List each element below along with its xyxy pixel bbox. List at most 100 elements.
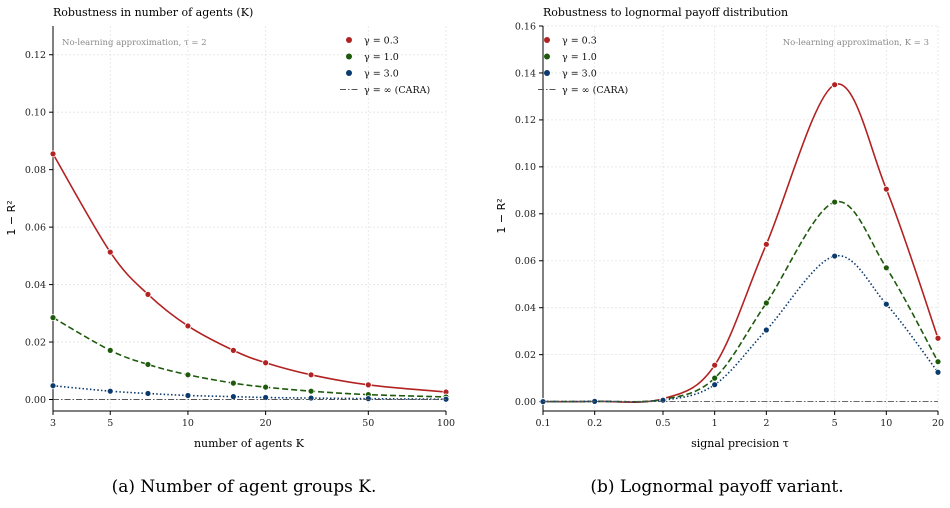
- data-point: [307, 387, 315, 395]
- data-point: [49, 314, 57, 322]
- data-point: [184, 322, 192, 330]
- legend-label: γ = ∞ (CARA): [364, 85, 430, 96]
- data-point: [262, 383, 270, 391]
- x-tick-label: 5: [832, 418, 838, 429]
- data-point: [882, 264, 890, 272]
- y-tick-label: 0.10: [25, 107, 46, 118]
- data-point: [711, 374, 719, 382]
- series-line: [52, 384, 447, 401]
- data-point: [144, 361, 152, 368]
- data-point: [882, 185, 890, 193]
- data-point: [831, 198, 839, 206]
- data-point: [934, 368, 942, 376]
- y-tick-label: 0.08: [25, 165, 46, 176]
- legend-label: γ = ∞ (CARA): [562, 85, 628, 96]
- x-tick-label: 50: [362, 418, 374, 429]
- data-point: [934, 358, 942, 366]
- data-point: [831, 252, 839, 260]
- data-point: [262, 359, 270, 367]
- data-point: [882, 300, 890, 308]
- x-tick-label: 1: [712, 418, 718, 429]
- y-tick-label: 0.14: [515, 68, 536, 79]
- legend-swatch: [346, 53, 352, 60]
- y-tick-label: 0.12: [25, 50, 46, 61]
- y-tick-label: 0.00: [25, 395, 46, 406]
- x-tick-label: 10: [182, 418, 194, 429]
- x-tick-label: 0.5: [655, 418, 670, 429]
- series-line: [52, 153, 447, 393]
- legend-swatch: [346, 37, 352, 43]
- x-tick-label: 20: [260, 418, 272, 429]
- caption: (a) Number of agent groups K.: [112, 477, 377, 497]
- x-tick-label: 10: [880, 418, 892, 429]
- data-point: [229, 346, 237, 354]
- y-tick-label: 0.12: [515, 115, 536, 126]
- data-point: [106, 346, 114, 354]
- y-tick-label: 0.04: [515, 303, 536, 314]
- data-point: [144, 290, 152, 298]
- data-point: [49, 150, 57, 158]
- data-point: [762, 326, 770, 334]
- series-group: [539, 81, 942, 406]
- series-group: [49, 150, 450, 403]
- y-tick-label: 0.06: [515, 256, 536, 267]
- y-tick-label: 0.02: [25, 337, 46, 348]
- caption: (b) Lognormal payoff variant.: [590, 477, 843, 497]
- data-point: [144, 390, 152, 397]
- panel-a: Robustness in number of agents (K) 3 5 10 2…: [5, 6, 455, 497]
- legend-swatch: [544, 70, 550, 76]
- y-tick-label: 0.00: [515, 397, 536, 408]
- x-tick-label: 0.2: [587, 418, 602, 429]
- x-tick-label: 100: [437, 418, 455, 429]
- y-tick-label: 0.08: [515, 209, 536, 220]
- y-tick-label: 0.10: [515, 162, 536, 173]
- data-point: [934, 334, 942, 342]
- panel-b: Robustness to lognormal payoff distribut…: [495, 6, 944, 497]
- x-tick-label: 5: [107, 418, 113, 429]
- legend-swatch: [346, 70, 352, 76]
- axes: 3 5 10 20 50 100 0.00 0.02 0.04 0.06 0.08 0.10 0.12: [25, 26, 455, 429]
- y-axis-label: 1 − R²: [5, 200, 18, 235]
- x-tick-label: 0.1: [535, 418, 550, 429]
- data-point: [762, 299, 770, 307]
- data-point: [307, 371, 315, 379]
- data-point: [229, 393, 237, 401]
- data-point: [106, 387, 114, 395]
- legend-label: γ = 1.0: [562, 52, 597, 63]
- legend-label: γ = 0.3: [562, 35, 597, 46]
- data-point: [307, 394, 315, 402]
- legend-label: γ = 3.0: [562, 68, 597, 79]
- x-tick-label: 20: [932, 418, 944, 429]
- legend: γ = 0.3 γ = 1.0 γ = 3.0 γ = ∞ (CARA): [538, 35, 628, 96]
- y-tick-label: 0.06: [25, 222, 46, 233]
- data-point: [364, 381, 372, 389]
- legend-swatch: [544, 53, 550, 60]
- legend: γ = 0.3 γ = 1.0 γ = 3.0 γ = ∞ (CARA): [340, 35, 430, 96]
- legend-label: γ = 3.0: [364, 68, 399, 79]
- x-axis-label: signal precision τ: [691, 437, 789, 450]
- data-point: [184, 392, 192, 399]
- data-point: [711, 381, 719, 389]
- axes: 0.1 0.2 0.5 1 2 5 10 20 0.00 0.02 0.04 0.06 0.08 0.10…: [515, 21, 944, 429]
- data-point: [831, 81, 839, 89]
- y-tick-label: 0.16: [515, 21, 536, 32]
- chart-title: Robustness to lognormal payoff distribut…: [543, 6, 788, 19]
- y-axis-label: 1 − R²: [495, 198, 508, 233]
- chart-title: Robustness in number of agents (K): [53, 6, 253, 19]
- x-axis-label: number of agents K: [194, 437, 305, 450]
- legend-label: γ = 1.0: [364, 52, 399, 63]
- data-point: [762, 240, 770, 248]
- x-tick-label: 2: [763, 418, 769, 429]
- series-line: [542, 200, 939, 403]
- data-point: [229, 379, 237, 387]
- grid: [542, 25, 939, 411]
- data-point: [106, 248, 114, 256]
- legend-swatch: [544, 37, 550, 43]
- y-tick-label: 0.04: [25, 280, 46, 291]
- data-point: [49, 382, 57, 390]
- series-line: [542, 255, 939, 403]
- annotation: No-learning approximation, τ = 2: [62, 38, 207, 48]
- legend-label: γ = 0.3: [364, 35, 399, 46]
- annotation: No-learning approximation, K = 3: [783, 38, 929, 48]
